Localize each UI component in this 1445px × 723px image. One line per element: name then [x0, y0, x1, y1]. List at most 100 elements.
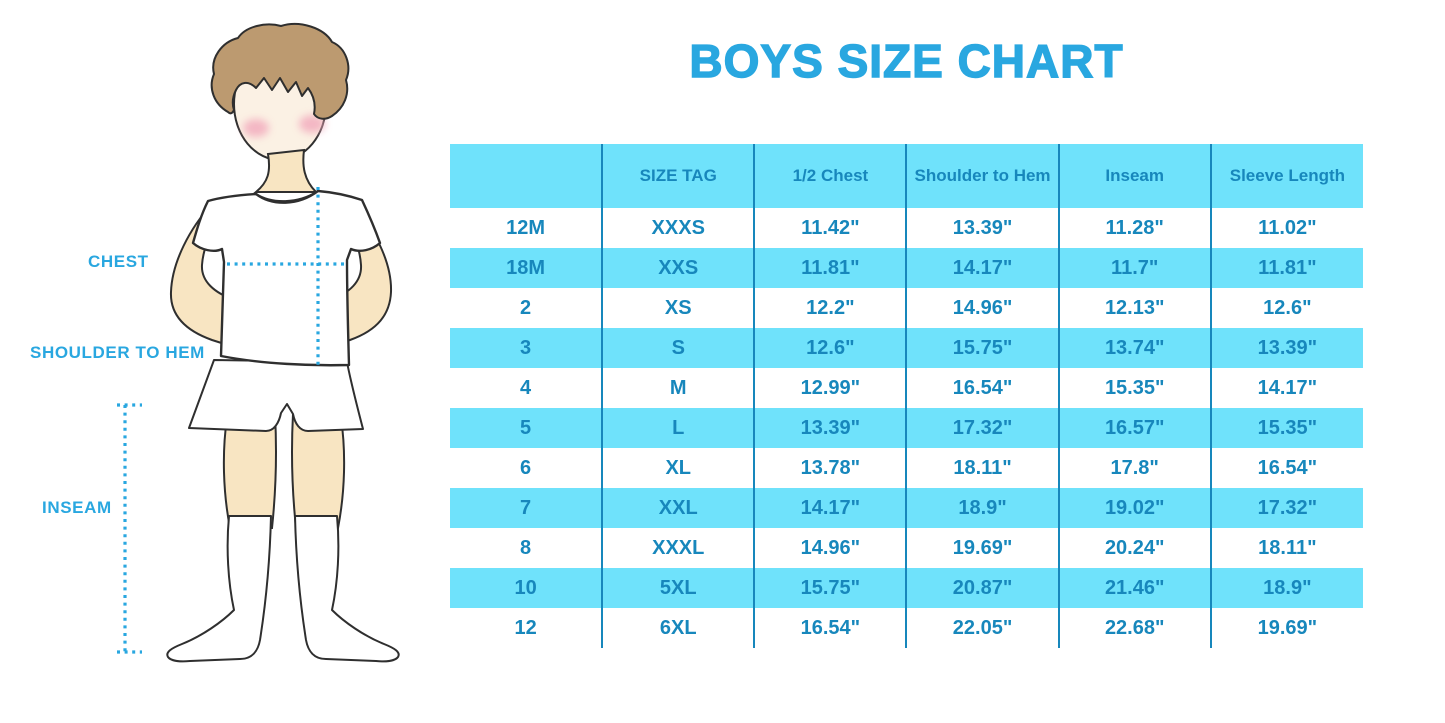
table-cell: 16.54"	[754, 608, 908, 648]
table-cell: 11.81"	[754, 248, 908, 288]
table-cell: 11.7"	[1058, 248, 1212, 288]
table-cell: 12	[450, 608, 604, 648]
column-header: Inseam	[1058, 144, 1212, 208]
table-cell: 10	[450, 568, 604, 608]
table-cell: 11.42"	[754, 208, 908, 248]
table-cell: 19.02"	[1058, 488, 1212, 528]
chest-label: CHEST	[88, 252, 149, 271]
table-cell: 14.17"	[1257, 376, 1318, 399]
table-cell: 18.9"	[906, 488, 1060, 528]
table-cell: 19.69"	[1257, 616, 1318, 639]
table-cell: 12.6"	[1263, 296, 1312, 319]
table-cell: 19.69"	[906, 528, 1060, 568]
boy-left-sock	[166, 515, 272, 663]
table-row: 12M XXXS 11.42" 13.39" 11.28" 11.02"	[450, 208, 1363, 248]
boy-shirt	[191, 189, 382, 367]
table-cell: 22.05"	[906, 608, 1060, 648]
column-header	[450, 144, 604, 208]
table-cell: 18.9"	[1210, 568, 1363, 608]
table-cell: 11.28"	[1058, 208, 1212, 248]
table-cell: 6XL	[602, 608, 756, 648]
column-header: SIZE TAG	[602, 144, 756, 208]
table-cell: 15.75"	[906, 328, 1060, 368]
table-cell: 4	[450, 368, 604, 408]
table-cell: 3	[450, 328, 604, 368]
table-cell: 12M	[450, 208, 604, 248]
table-cell: 11.02"	[1258, 216, 1317, 239]
table-cell: 20.24"	[1058, 528, 1212, 568]
column-header: Shoulder to Hem	[906, 144, 1060, 208]
table-cell: XXS	[602, 248, 756, 288]
table-cell: 13.74"	[1058, 328, 1212, 368]
table-cell: 2	[450, 288, 604, 328]
table-row: 7 XXL 14.17" 18.9" 19.02" 17.32"	[450, 488, 1363, 528]
table-row: 18M XXS 11.81" 14.17" 11.7" 11.81"	[450, 248, 1363, 288]
table-cell: L	[602, 408, 756, 448]
table-cell: 21.46"	[1058, 568, 1212, 608]
column-header: 1/2 Chest	[754, 144, 908, 208]
table-cell: XXXS	[602, 208, 756, 248]
table-cell: 13.39"	[1210, 328, 1363, 368]
table-cell: 15.75"	[754, 568, 908, 608]
table-row: 2 XS 12.2" 14.96" 12.13" 12.6"	[450, 288, 1363, 328]
table-cell: 8	[450, 528, 604, 568]
table-cell: 14.17"	[754, 488, 908, 528]
table-cell: 13.39"	[906, 208, 1060, 248]
table-cell: 14.17"	[906, 248, 1060, 288]
table-header: SIZE TAG 1/2 Chest Shoulder to Hem Inseam Sl…	[450, 144, 1363, 208]
table-row: 8 XXXL 14.96" 19.69" 20.24" 18.11"	[450, 528, 1363, 568]
table-cell: 12.13"	[1058, 288, 1212, 328]
table-cell: 15.35"	[1058, 368, 1212, 408]
table-row: 6 XL 13.78" 18.11" 17.8" 16.54"	[450, 448, 1363, 488]
table-row: 12 6XL 16.54" 22.05" 22.68" 19.69"	[450, 608, 1363, 648]
boy-left-arm	[169, 203, 236, 348]
table-cell: 17.32"	[906, 408, 1060, 448]
inseam-label: INSEAM	[42, 498, 112, 517]
table-cell: 17.32"	[1210, 488, 1363, 528]
table-cell: XS	[602, 288, 756, 328]
table-body: 12M XXXS 11.42" 13.39" 11.28" 11.02" 18M XXS 11.…	[450, 208, 1363, 648]
table-cell: S	[602, 328, 756, 368]
table-cell: XL	[602, 448, 756, 488]
boy-hair	[210, 23, 350, 120]
boy-illustration	[117, 23, 400, 663]
size-table: SIZE TAG 1/2 Chest Shoulder to Hem Inseam Sl…	[450, 144, 1363, 648]
boy-right-sock	[294, 515, 400, 663]
table-cell: 15.35"	[1210, 408, 1363, 448]
table-cell: M	[602, 368, 756, 408]
table-cell: 18.11"	[906, 448, 1060, 488]
page-title: BOYS SIZE CHART	[689, 34, 1124, 87]
table-cell: 13.78"	[754, 448, 908, 488]
table-row: 4 M 12.99" 16.54" 15.35" 14.17"	[450, 368, 1363, 408]
table-row: 10 5XL 15.75" 20.87" 21.46" 18.9"	[450, 568, 1363, 608]
table-cell: XXXL	[602, 528, 756, 568]
table-cell: 14.96"	[754, 528, 908, 568]
table-cell: 17.8"	[1058, 448, 1212, 488]
table-cell: 13.39"	[754, 408, 908, 448]
boy-cheeks	[243, 115, 325, 137]
table-cell: 11.81"	[1210, 248, 1363, 288]
table-cell: 5	[450, 408, 604, 448]
table-cell: 12.6"	[754, 328, 908, 368]
table-cell: 20.87"	[906, 568, 1060, 608]
table-cell: 6	[450, 448, 604, 488]
boy-shirt-collar	[255, 190, 319, 203]
table-cell: 12.99"	[754, 368, 908, 408]
table-row: 3 S 12.6" 15.75" 13.74" 13.39"	[450, 328, 1363, 368]
table-cell: 18M	[450, 248, 604, 288]
table-cell: 16.57"	[1058, 408, 1212, 448]
shoulder-to-hem-label: SHOULDER TO HEM	[30, 343, 205, 362]
table-cell: 16.54"	[1257, 456, 1318, 479]
header-row: SIZE TAG 1/2 Chest Shoulder to Hem Inseam Sl…	[450, 144, 1363, 208]
table-cell: 12.2"	[754, 288, 908, 328]
table-row: 5 L 13.39" 17.32" 16.57" 15.35"	[450, 408, 1363, 448]
table-cell: XXL	[602, 488, 756, 528]
boy-shorts	[188, 359, 364, 432]
table-cell: 18.11"	[1258, 536, 1317, 559]
table-cell: 5XL	[602, 568, 756, 608]
boy-left-leg	[222, 412, 277, 529]
column-header: Sleeve Length	[1210, 144, 1363, 208]
table-cell: 7	[450, 488, 604, 528]
table-cell: 16.54"	[906, 368, 1060, 408]
table-cell: 14.96"	[906, 288, 1060, 328]
